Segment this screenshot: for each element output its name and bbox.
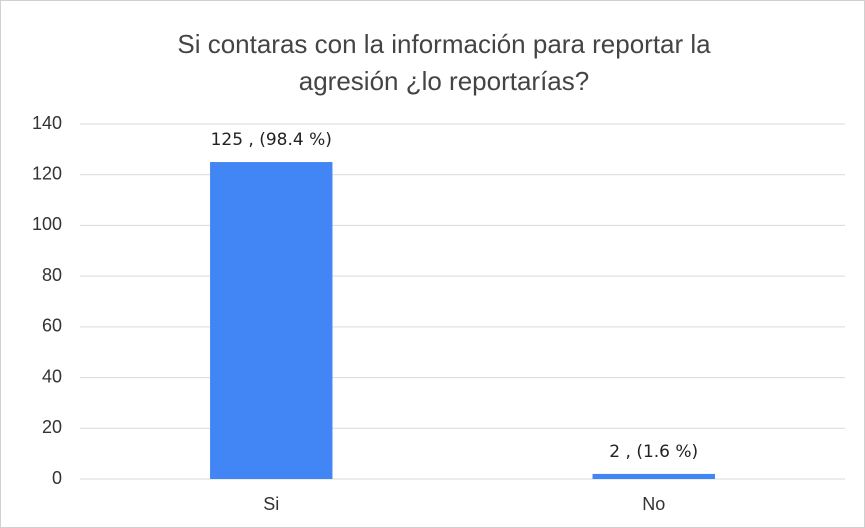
chart-title: agresión ¿lo reportarías? <box>299 66 589 96</box>
y-tick-label: 20 <box>42 417 62 437</box>
y-tick-label: 120 <box>32 163 62 183</box>
y-tick-label: 40 <box>42 366 62 386</box>
bar <box>592 473 715 479</box>
y-tick-label: 140 <box>32 113 62 133</box>
data-label: 2 , (1.6 %) <box>609 442 698 462</box>
x-tick-label: Si <box>263 494 279 514</box>
y-tick-label: 80 <box>42 265 62 285</box>
x-tick-label: No <box>642 494 665 514</box>
y-tick-label: 60 <box>42 316 62 336</box>
data-label: 125 , (98.4 %) <box>211 130 332 150</box>
y-tick-label: 100 <box>32 214 62 234</box>
bar <box>210 162 333 480</box>
chart-title: Si contaras con la información para repo… <box>177 29 711 59</box>
y-tick-label: 0 <box>52 468 62 488</box>
